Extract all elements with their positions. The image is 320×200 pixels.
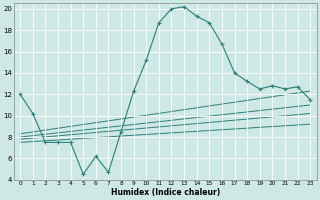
X-axis label: Humidex (Indice chaleur): Humidex (Indice chaleur): [111, 188, 220, 197]
